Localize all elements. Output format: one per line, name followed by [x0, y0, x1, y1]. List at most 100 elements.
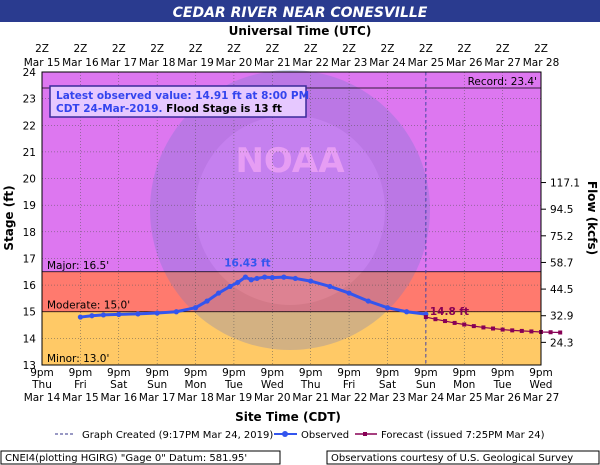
- top-tick-time: 2Z: [112, 43, 126, 55]
- chart-title: CEDAR RIVER NEAR CONESVILLE: [173, 5, 428, 21]
- top-tick-date: Mar 21: [254, 57, 291, 69]
- plot-frame: [41, 71, 542, 366]
- observed-point: [292, 275, 298, 282]
- top-tick-time: 2Z: [457, 43, 471, 55]
- top-tick-date: Mar 16: [62, 57, 99, 69]
- band-label-major: Major: 16.5': [47, 260, 109, 272]
- y-tick-label: 15: [23, 307, 36, 319]
- top-tick-date: Mar 20: [216, 57, 253, 69]
- observed-point: [281, 274, 287, 280]
- bottom-tick-time: 9pm: [30, 367, 54, 379]
- observed-point: [254, 275, 260, 282]
- bottom-tick-date: Mar 22: [331, 392, 368, 404]
- legend: Graph Created (9:17PM Mar 24, 2019) Obse…: [55, 430, 545, 441]
- bottom-tick-time: 9pm: [145, 367, 169, 379]
- bottom-tick-date: Mar 27: [523, 392, 560, 404]
- y-tick-label: 14: [23, 333, 37, 345]
- y2-tick-label: 75.2: [550, 231, 573, 243]
- info-line-1: Latest observed value: 14.91 ft at 8:00 …: [56, 90, 309, 102]
- top-tick-time: 2Z: [534, 43, 548, 55]
- bottom-tick-time: 9pm: [337, 367, 361, 379]
- top-tick-date: Mar 25: [408, 57, 445, 69]
- top-tick-time: 2Z: [419, 43, 433, 55]
- observed-point: [116, 311, 122, 317]
- bottom-tick-time: 9pm: [491, 367, 515, 379]
- bottom-tick-day: Sat: [110, 379, 127, 391]
- top-tick-time: 2Z: [265, 43, 279, 55]
- forecast-point: [462, 322, 467, 327]
- observed-point: [384, 305, 391, 311]
- bottom-tick-time: 9pm: [69, 367, 93, 379]
- y-tick-label: 23: [23, 94, 36, 106]
- bottom-tick-day: Thu: [300, 379, 321, 391]
- bottom-tick-date: Mar 19: [216, 392, 253, 404]
- top-tick-time: 2Z: [342, 43, 356, 55]
- observed-point: [248, 277, 254, 283]
- watermark-noaa-text: NOAA: [235, 141, 345, 181]
- bottom-tick-time: 9pm: [261, 367, 285, 379]
- forecast-point: [558, 330, 563, 335]
- top-tick-date: Mar 24: [369, 57, 406, 69]
- observed-point: [262, 274, 268, 280]
- bottom-tick-date: Mar 16: [101, 392, 138, 404]
- y2-tick-label: 94.5: [550, 204, 573, 216]
- bottom-axis-title: Site Time (CDT): [235, 410, 341, 424]
- y-tick-label: 18: [23, 227, 36, 239]
- y-tick-label: 13: [23, 360, 36, 372]
- bottom-tick-date: Mar 23: [369, 392, 406, 404]
- legend-forecast: Forecast (issued 7:25PM Mar 24): [381, 430, 545, 441]
- bottom-tick-time: 9pm: [376, 367, 400, 379]
- observed-point: [235, 279, 241, 286]
- forecast-point: [423, 315, 428, 320]
- bottom-tick-time: 9pm: [107, 367, 131, 379]
- bottom-tick-date: Mar 24: [408, 392, 445, 404]
- y-axis-title: Stage (ft): [2, 185, 16, 250]
- y2-tick-label: 24.3: [550, 337, 573, 349]
- forecast-point: [500, 327, 505, 332]
- footer-left: CNEI4(plotting HGIRG) "Gage 0" Datum: 58…: [5, 453, 247, 464]
- top-tick-date: Mar 28: [523, 57, 560, 69]
- bottom-tick-date: Mar 26: [484, 392, 521, 404]
- forecast-point: [548, 330, 553, 335]
- forecast-point: [519, 328, 524, 333]
- bottom-tick-day: Mon: [453, 379, 475, 391]
- bottom-tick-day: Wed: [530, 379, 553, 391]
- top-tick-date: Mar 22: [292, 57, 329, 69]
- top-tick-time: 2Z: [227, 43, 241, 55]
- observed-point: [77, 314, 83, 320]
- forecast-point: [433, 317, 438, 322]
- observed-point: [215, 290, 222, 296]
- top-tick-time: 2Z: [150, 43, 164, 55]
- bottom-tick-date: Mar 25: [446, 392, 483, 404]
- bottom-tick-day: Mon: [184, 379, 206, 391]
- bottom-tick-day: Sun: [416, 379, 436, 391]
- observed-point: [192, 305, 199, 311]
- top-tick-date: Mar 18: [139, 57, 176, 69]
- forecast-point: [529, 329, 534, 334]
- observed-point: [204, 298, 210, 304]
- y2-tick-label: 44.5: [550, 284, 573, 296]
- observed-point: [89, 313, 95, 319]
- bottom-tick-date: Mar 14: [24, 392, 61, 404]
- bottom-tick-date: Mar 21: [292, 392, 329, 404]
- bottom-tick-day: Tue: [224, 379, 243, 391]
- observed-point: [227, 283, 233, 290]
- y-tick-label: 20: [23, 174, 36, 186]
- bottom-tick-day: Wed: [261, 379, 284, 391]
- legend-observed: Observed: [301, 430, 349, 441]
- band-label-moderate: Moderate: 15.0': [47, 300, 130, 312]
- observed-point: [269, 275, 275, 281]
- bottom-tick-day: Fri: [74, 379, 87, 391]
- record-label: Record: 23.4': [468, 76, 537, 88]
- info-line-2a: CDT 24-Mar-2019.: [56, 103, 163, 115]
- forecast-point: [510, 328, 515, 333]
- top-tick-time: 2Z: [304, 43, 318, 55]
- top-tick-date: Mar 26: [446, 57, 483, 69]
- y-tick-label: 22: [23, 120, 36, 132]
- forecast-point: [471, 324, 476, 329]
- y-tick-label: 16: [23, 280, 37, 292]
- forecast-point: [481, 325, 486, 330]
- info-line-2b: Flood Stage is 13 ft: [163, 103, 282, 115]
- bottom-tick-day: Sun: [147, 379, 167, 391]
